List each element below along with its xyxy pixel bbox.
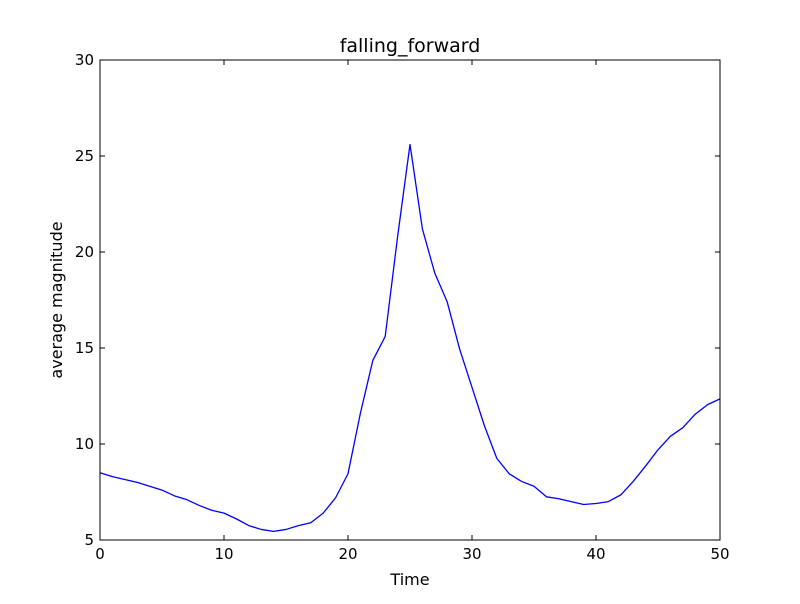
y-tick-label: 25 (75, 147, 94, 165)
chart-title: falling_forward (340, 35, 481, 57)
y-axis: 5 10 15 20 25 30 (75, 51, 720, 549)
x-tick-label: 10 (214, 545, 233, 563)
y-tick-label: 5 (84, 531, 94, 549)
y-tick-label: 30 (75, 51, 94, 69)
x-tick-label: 30 (462, 545, 481, 563)
x-axis: 0 10 20 30 40 50 (95, 60, 730, 563)
y-tick-label: 10 (75, 435, 94, 453)
x-axis-label: Time (389, 570, 429, 589)
x-tick-label: 20 (338, 545, 357, 563)
x-tick-label: 0 (95, 545, 105, 563)
y-tick-label: 20 (75, 243, 94, 261)
y-tick-label: 15 (75, 339, 94, 357)
plot-frame (99, 59, 721, 541)
x-tick-label: 40 (586, 545, 605, 563)
plot-layer (99, 143, 721, 533)
y-axis-label: average magnitude (47, 221, 66, 378)
series-line (99, 143, 721, 533)
x-tick-label: 50 (710, 545, 729, 563)
